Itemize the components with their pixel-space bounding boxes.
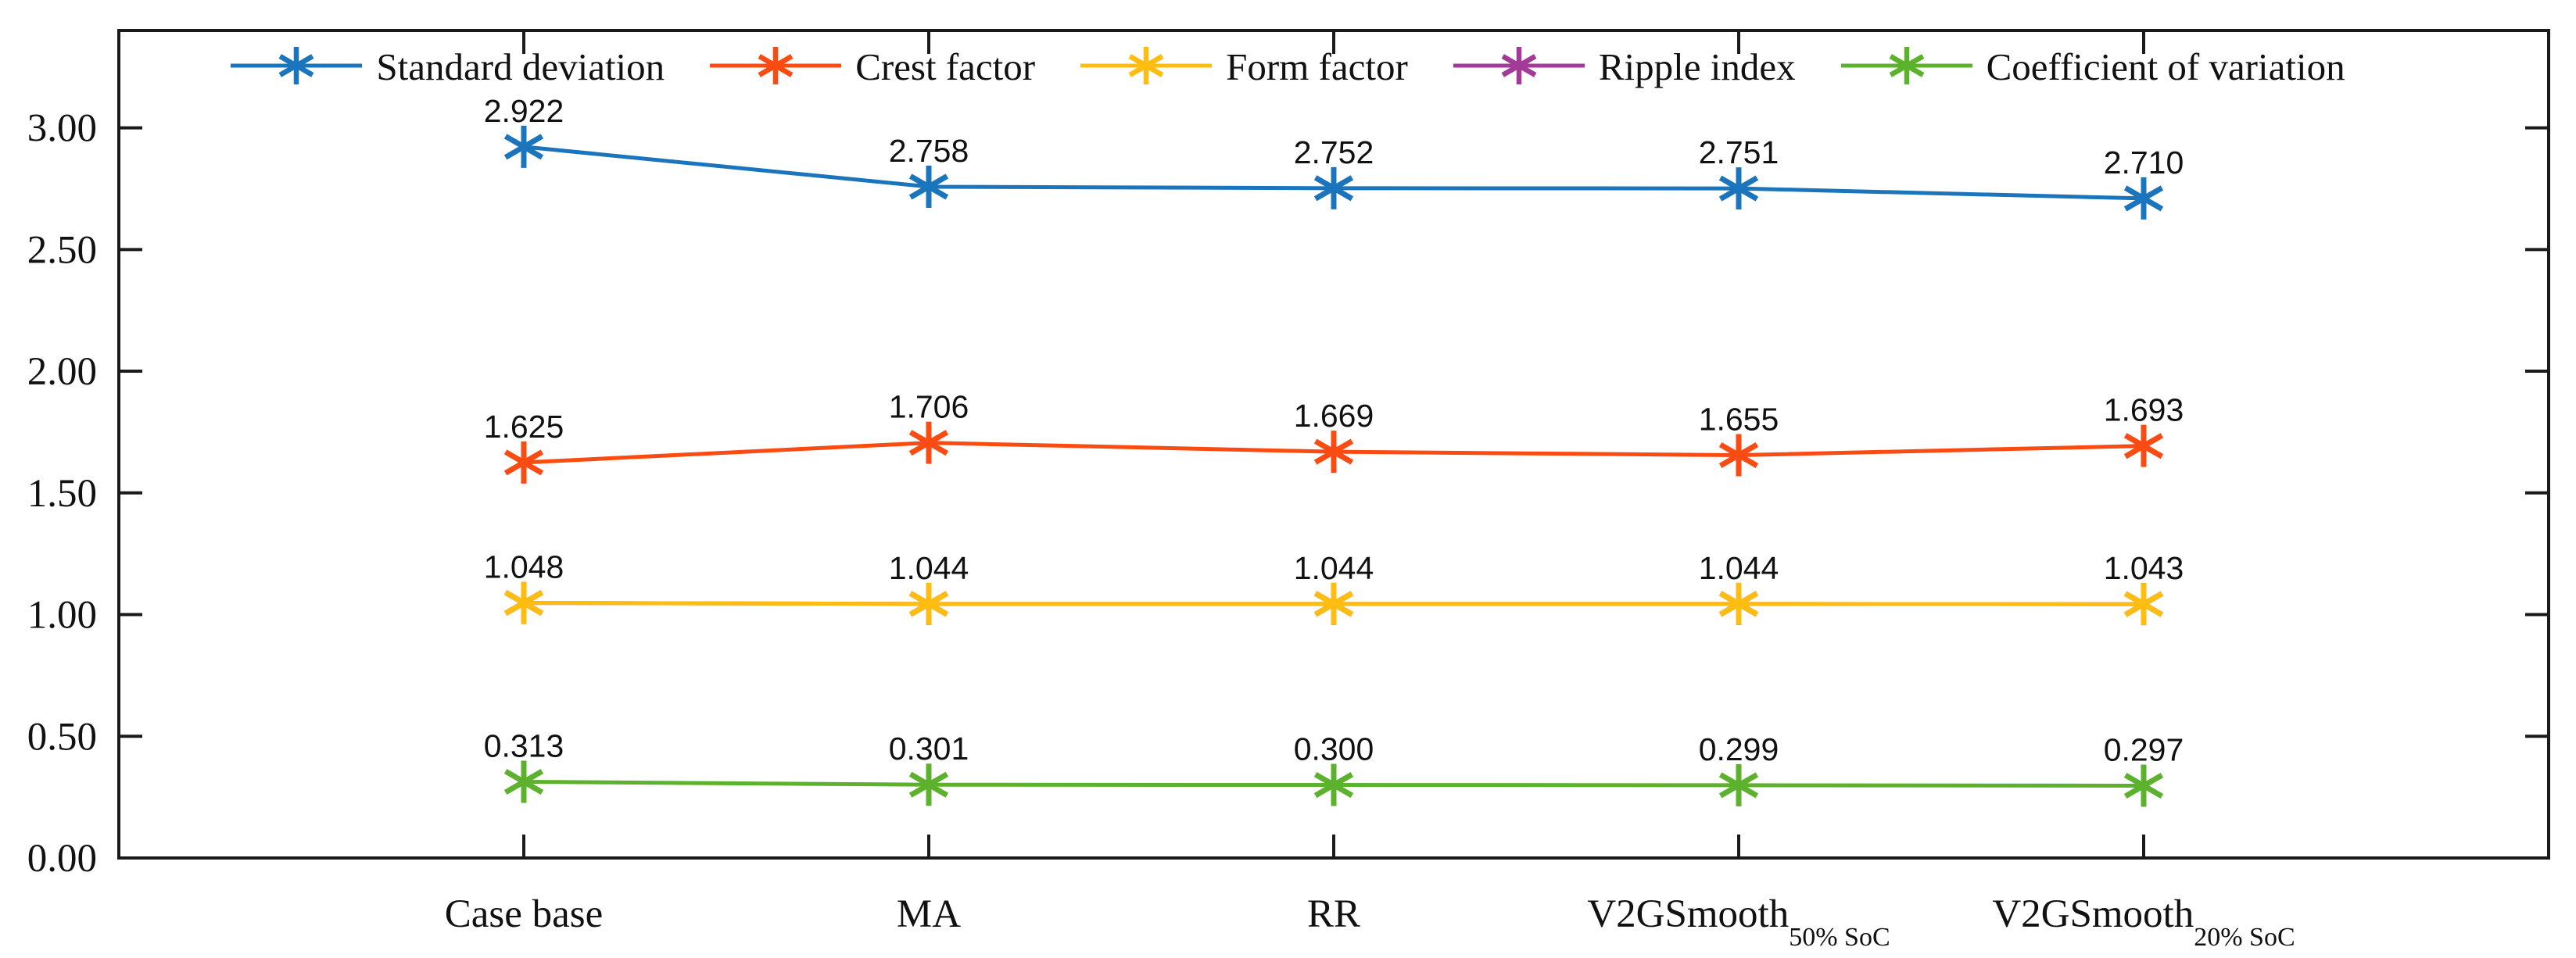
series-marker-form-factor [2123, 583, 2164, 626]
series-marker-coefficient-of-variation [2123, 764, 2164, 807]
series-marker-standard-deviation [908, 165, 949, 208]
y-axis-tick-label: 3.00 [27, 107, 97, 151]
x-axis-tick-label: V2GSmooth50% SoC [1587, 892, 1890, 952]
y-axis-tick-label: 1.50 [27, 472, 97, 516]
x-axis-tick-label: V2GSmooth20% SoC [1992, 892, 2295, 952]
series-marker-standard-deviation [503, 125, 544, 168]
data-label: 1.044 [1294, 550, 1374, 586]
data-label: 2.752 [1294, 134, 1374, 170]
series-marker-coefficient-of-variation [1718, 763, 1759, 806]
series-marker-standard-deviation [1313, 166, 1354, 209]
series-marker-crest-factor [1313, 431, 1354, 474]
data-label: 1.043 [2104, 550, 2184, 586]
data-label: 1.669 [1294, 398, 1374, 434]
series-marker-crest-factor [503, 441, 544, 484]
series-marker-standard-deviation [1718, 167, 1759, 210]
data-label: 1.693 [2104, 392, 2184, 428]
data-label: 1.625 [484, 409, 564, 445]
data-label: 1.706 [889, 389, 969, 425]
data-label: 0.313 [484, 728, 564, 764]
y-axis-tick-label: 2.00 [27, 350, 97, 394]
data-label: 0.297 [2104, 731, 2184, 767]
series-marker-coefficient-of-variation [1313, 763, 1354, 806]
data-label: 2.758 [889, 133, 969, 169]
y-axis-tick-label: 2.50 [27, 228, 97, 272]
series-marker-crest-factor [908, 421, 949, 464]
y-axis-tick-label: 0.00 [27, 837, 97, 881]
data-label: 0.299 [1699, 731, 1779, 767]
data-label: 2.922 [484, 93, 564, 129]
series-marker-form-factor [1313, 582, 1354, 625]
series-marker-form-factor [1718, 582, 1759, 625]
x-axis-tick-label: MA [897, 892, 961, 936]
y-axis-tick-label: 1.00 [27, 594, 97, 638]
series-marker-crest-factor [2123, 424, 2164, 467]
data-label: 1.044 [889, 550, 969, 586]
data-label: 2.751 [1699, 134, 1779, 170]
series-marker-crest-factor [1718, 434, 1759, 477]
data-label: 2.710 [2104, 145, 2184, 181]
series-marker-form-factor [503, 581, 544, 624]
series-marker-form-factor [908, 582, 949, 625]
y-axis-tick-label: 0.50 [27, 715, 97, 759]
x-axis-tick-label: Case base [445, 892, 604, 936]
series-marker-standard-deviation [2123, 177, 2164, 220]
series-marker-coefficient-of-variation [908, 763, 949, 806]
data-label: 0.301 [889, 731, 969, 767]
data-label: 0.300 [1294, 731, 1374, 767]
data-label: 1.044 [1699, 550, 1779, 586]
data-label: 1.655 [1699, 402, 1779, 438]
data-label: 1.048 [484, 549, 564, 585]
series-marker-coefficient-of-variation [503, 760, 544, 803]
x-axis-tick-label: RR [1307, 892, 1360, 936]
